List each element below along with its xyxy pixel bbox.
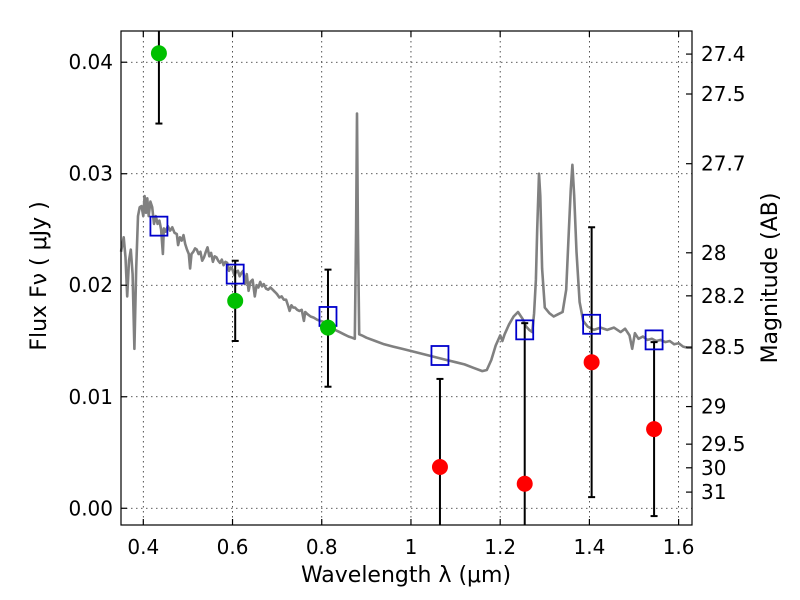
y-tick-label: 0.01 — [68, 385, 113, 409]
sed-line — [119, 112, 692, 373]
magnitude-tick-label: 29.5 — [701, 432, 746, 456]
model-photometry-marker — [225, 263, 245, 285]
tick-labels: 0.4 0.6 0.8 1 1.2 1.4 1.6 0.00 0.01 0.02 0.03 0.04 2… — [68, 42, 745, 559]
model-photometry-marker — [430, 345, 450, 366]
magnitude-tick-label: 27.4 — [701, 42, 746, 66]
infrared-data-point — [516, 475, 533, 492]
x-tick-label: 0.6 — [217, 535, 249, 559]
magnitude-axis-label: Magnitude (AB) — [758, 193, 783, 364]
infrared-data-point — [646, 421, 663, 438]
plot-frame — [120, 30, 693, 526]
x-axis-label: Wavelength λ (μm) — [301, 563, 511, 588]
error-bars — [155, 31, 658, 525]
magnitude-tick-label: 28 — [701, 241, 726, 265]
x-tick-label: 0.8 — [306, 535, 338, 559]
x-tick-label: 0.4 — [127, 535, 159, 559]
y-tick-label: 0.03 — [68, 162, 113, 186]
model-sed-curve — [119, 112, 692, 373]
optical-data-point — [319, 319, 336, 336]
magnitude-tick-label: 30 — [701, 456, 726, 480]
y-tick-label: 0.04 — [68, 50, 113, 74]
x-tick-label: 1.2 — [484, 535, 516, 559]
model-photometry-marker — [515, 319, 535, 341]
model-photometry-marker — [644, 329, 664, 351]
x-tick-label: 1.4 — [573, 535, 605, 559]
infrared-data-point — [583, 354, 600, 371]
x-tick-label: 1 — [405, 535, 418, 559]
x-tick-label: 1.6 — [663, 535, 695, 559]
y-axis-label: Flux Fν ( μJy ) — [27, 201, 52, 350]
model-photometry-marker — [149, 215, 169, 237]
optical-data-point — [150, 45, 167, 62]
infrared-data-point — [431, 459, 448, 476]
data-points — [149, 45, 664, 492]
grid — [121, 31, 692, 525]
axis-ticks — [121, 31, 692, 525]
magnitude-tick-label: 28.2 — [701, 284, 746, 308]
model-photometry-marker — [582, 313, 602, 335]
magnitude-tick-label: 27.7 — [701, 152, 746, 176]
y-tick-label: 0.00 — [68, 496, 113, 520]
magnitude-tick-label: 31 — [701, 480, 726, 504]
magnitude-tick-label: 27.5 — [701, 82, 746, 106]
magnitude-tick-label: 28.5 — [701, 335, 746, 359]
magnitude-tick-label: 29 — [701, 395, 726, 419]
y-tick-label: 0.02 — [68, 273, 113, 297]
optical-data-point — [227, 292, 244, 309]
